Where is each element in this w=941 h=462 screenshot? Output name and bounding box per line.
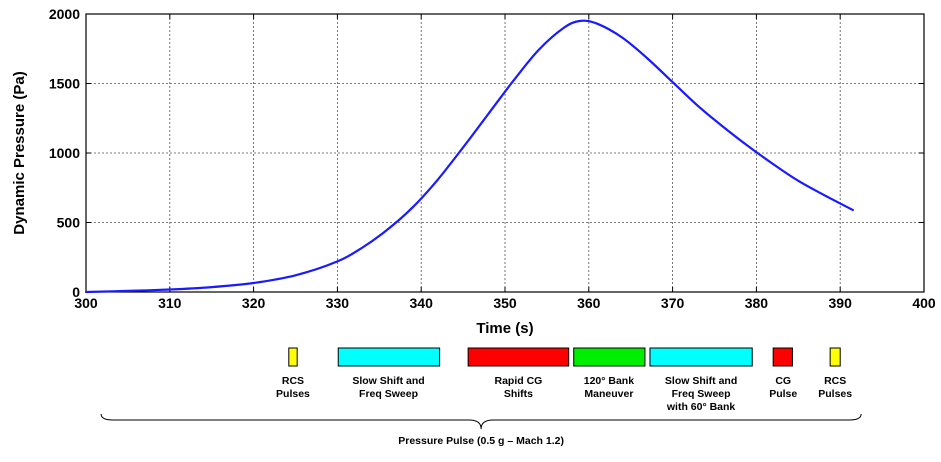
y-tick-label: 500 (57, 215, 81, 231)
pressure-pulse-label: Pressure Pulse (0.5 g – Mach 1.2) (398, 435, 564, 447)
x-tick-label: 370 (661, 295, 685, 311)
dynamic-pressure-line (84, 19, 854, 294)
phase-label: CG Pulse (769, 375, 797, 400)
phase-bar (772, 347, 793, 367)
pressure-pulse-brace (100, 413, 862, 430)
phase-bar (288, 347, 298, 367)
y-tick-label: 0 (72, 284, 80, 300)
phase-label: Rapid CG Shifts (494, 375, 542, 400)
phase-label: Slow Shift and Freq Sweep (352, 375, 424, 400)
x-tick-label: 360 (577, 295, 601, 311)
y-tick-label: 1000 (49, 145, 80, 161)
y-tick-label: 2000 (49, 6, 80, 22)
phase-bar (573, 347, 646, 367)
x-axis-title: Time (s) (476, 320, 533, 337)
x-tick-labels: 300 310 320 330 340 350 360 370 380 390 400 (74, 295, 936, 311)
x-tick-label: 330 (326, 295, 350, 311)
phase-label: RCS Pulses (818, 375, 852, 400)
x-tick-label: 340 (410, 295, 434, 311)
phase-bar (467, 347, 570, 367)
x-tick-label: 310 (158, 295, 182, 311)
phase-bar (829, 347, 841, 367)
y-tick-label: 1500 (49, 76, 80, 92)
phase-label: 120° Bank Maneuver (584, 375, 634, 400)
phase-bar (337, 347, 441, 367)
x-tick-label: 380 (745, 295, 769, 311)
phase-label: RCS Pulses (276, 375, 310, 400)
x-tick-label: 320 (242, 295, 266, 311)
phase-label: Slow Shift and Freq Sweep with 60° Bank (665, 375, 737, 413)
y-tick-labels: 0 500 1000 1500 2000 (49, 6, 80, 300)
axis-ticks (85, 13, 925, 293)
x-tick-label: 400 (912, 295, 936, 311)
phase-bar (649, 347, 753, 367)
y-axis-title: Dynamic Pressure (Pa) (11, 71, 28, 234)
x-tick-label: 350 (493, 295, 517, 311)
x-tick-label: 390 (829, 295, 853, 311)
x-tick-label: 300 (74, 295, 98, 311)
flight-phase-timeline: RCS Pulses Slow Shift and Freq Sweep Rapid C… (276, 347, 852, 413)
